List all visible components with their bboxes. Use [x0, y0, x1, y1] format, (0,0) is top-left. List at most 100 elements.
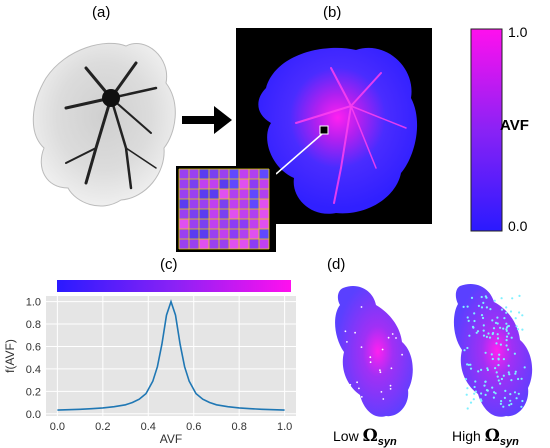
synapse-dot — [466, 316, 469, 319]
zoom-grid-cell — [199, 179, 209, 189]
synapse-dot — [477, 370, 480, 373]
synapse-dot — [395, 303, 398, 306]
synapse-dot — [474, 390, 477, 393]
synapse-dot — [505, 328, 508, 331]
synapse-dot — [505, 306, 508, 309]
zoom-grid-cell — [229, 219, 239, 229]
synapse-dot — [514, 372, 517, 375]
synapse-dot — [505, 311, 508, 314]
synapse-dot — [499, 402, 502, 405]
zoom-grid-cell — [229, 229, 239, 239]
colorbar-max-label: 1.0 — [508, 24, 528, 40]
synapse-dot — [483, 384, 486, 387]
synapse-dot — [495, 371, 498, 374]
synapse-dot — [511, 297, 514, 300]
zoom-grid-cell — [179, 189, 189, 199]
zoom-grid-cell — [189, 189, 199, 199]
synapse-dot — [497, 379, 500, 382]
high-omega-cell-image — [453, 283, 533, 417]
synapse-dot — [520, 377, 523, 380]
synapse-dot — [505, 322, 508, 325]
zoom-grid-cell — [199, 229, 209, 239]
synapse-dot — [486, 367, 489, 370]
synapse-dot — [493, 299, 496, 302]
synapse-dot — [473, 319, 476, 323]
synapse-dot — [395, 337, 397, 339]
synapse-dot — [390, 367, 393, 370]
zoom-grid-cell — [209, 169, 219, 179]
synapse-dot — [507, 324, 510, 328]
zoom-grid-cell — [189, 239, 199, 249]
synapse-dot — [469, 401, 473, 404]
caption-high-prefix: High — [452, 428, 481, 444]
synapse-dot — [517, 392, 520, 395]
synapse-dot — [509, 399, 512, 402]
synapse-dot — [360, 396, 363, 398]
synapse-dot — [485, 306, 488, 309]
zoom-grid-cell — [219, 219, 229, 229]
synapse-dot — [467, 363, 470, 366]
synapse-dot — [485, 335, 488, 338]
synapse-dot — [496, 375, 499, 378]
x-tick-label: 1.0 — [277, 421, 292, 433]
synapse-dot — [469, 367, 473, 370]
synapse-dot — [500, 308, 504, 311]
avf-horizontal-colorbar — [57, 280, 291, 292]
synapse-dot — [496, 316, 499, 319]
synapse-dot — [349, 383, 352, 386]
x-tick-label: 0.6 — [186, 421, 201, 433]
zoom-grid-cell — [239, 179, 249, 189]
zoom-grid-cell — [199, 189, 209, 199]
panel-label-d: (d) — [327, 256, 346, 273]
caption-low-omega: Low Ωsyn — [333, 426, 397, 448]
plot-area — [46, 296, 296, 416]
synapse-dot — [394, 298, 396, 301]
synapse-dot — [479, 398, 482, 401]
y-tick-label: 0.4 — [26, 364, 41, 376]
caption-high-omega-symbol: Ω — [484, 426, 500, 446]
zoom-grid-cell — [199, 219, 209, 229]
caption-low-prefix: Low — [333, 428, 359, 444]
zoom-grid-cell — [229, 169, 239, 179]
synapse-dot — [507, 371, 510, 374]
arrow-right-icon — [182, 106, 232, 134]
zoom-connector-line — [275, 133, 323, 175]
zoom-grid-cell — [189, 169, 199, 179]
synapse-dot — [503, 396, 506, 399]
panel-label-b: (b) — [323, 4, 342, 21]
zoom-grid-cell — [239, 199, 249, 209]
synapse-dot — [473, 385, 476, 389]
synapse-dot — [515, 397, 518, 400]
x-tick-label: 0.8 — [232, 421, 247, 433]
avf-colorbar — [470, 28, 503, 232]
zoom-grid-cell — [189, 199, 199, 209]
synapse-dot — [346, 341, 348, 343]
zoom-grid-cell — [209, 229, 219, 239]
synapse-dot — [499, 326, 502, 329]
low-omega-cell-image — [335, 285, 413, 417]
zoom-grid-cell — [179, 239, 189, 249]
y-tick-label: 0.8 — [26, 319, 41, 331]
synapse-dot — [476, 330, 480, 333]
panel-label-c: (c) — [160, 256, 178, 273]
zoom-grid-cell — [189, 219, 199, 229]
synapse-dot — [513, 391, 517, 394]
zoom-grid-cell — [239, 169, 249, 179]
synapse-dot — [494, 367, 497, 370]
synapse-dot — [502, 358, 505, 361]
synapse-dot — [382, 398, 385, 400]
zoom-grid-cell — [219, 189, 229, 199]
synapse-dot — [387, 336, 390, 339]
zoom-grid-cell — [249, 179, 259, 189]
synapse-dot — [509, 393, 512, 396]
synapse-dot — [466, 305, 469, 308]
synapse-dot — [485, 389, 489, 392]
synapse-dot — [505, 344, 508, 347]
synapse-dot — [369, 356, 372, 359]
synapse-dot — [472, 398, 475, 401]
x-axis-label: AVF — [160, 432, 182, 446]
synapse-dot — [491, 332, 494, 336]
zoom-grid-cell — [209, 189, 219, 199]
synapse-dot — [518, 294, 521, 297]
y-tick-label: 0.2 — [26, 386, 41, 398]
